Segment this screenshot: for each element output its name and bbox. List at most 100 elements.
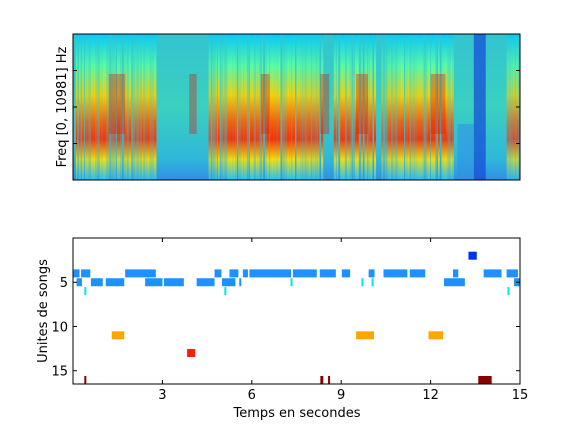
spectrogram-column xyxy=(414,34,419,180)
spectrogram-column xyxy=(278,34,281,180)
spectrogram-column xyxy=(434,34,437,180)
spectrogram-column xyxy=(352,34,355,180)
spectrogram-column xyxy=(302,34,306,180)
spectrogram-column xyxy=(400,34,405,180)
spectrogram-column xyxy=(249,34,254,180)
units-frame xyxy=(72,237,521,385)
spectrogram-column xyxy=(246,34,250,180)
unit-segment xyxy=(84,376,87,384)
spectrogram-column xyxy=(141,34,144,180)
spectrogram-energy xyxy=(356,74,369,134)
spectrogram-energy xyxy=(189,74,197,134)
spectrogram-column xyxy=(407,34,411,180)
unit-segment xyxy=(356,331,374,340)
spectrogram-column xyxy=(381,34,384,180)
spectrogram-column xyxy=(233,34,235,180)
unit-segment xyxy=(409,269,426,278)
spectrogram-column xyxy=(235,34,238,180)
spectrogram-column xyxy=(305,34,311,180)
spectrogram-column xyxy=(360,34,364,180)
spectrogram-column xyxy=(144,34,149,180)
spectrogram-column xyxy=(317,34,320,180)
unit-segment xyxy=(371,278,374,287)
spectrogram-column xyxy=(132,34,136,180)
unit-segment xyxy=(196,278,215,287)
spectrogram-column xyxy=(271,34,277,180)
spectrogram-column xyxy=(314,34,319,180)
spectrogram-column xyxy=(392,34,396,180)
units-plot-background xyxy=(73,238,520,384)
unit-segment xyxy=(249,269,292,278)
unit-segment xyxy=(81,269,91,278)
x-tick-label: 9 xyxy=(337,388,345,403)
spectrogram-column xyxy=(437,34,440,180)
spectrogram-column xyxy=(430,34,435,180)
unit-segment xyxy=(242,269,248,278)
spectrogram-column xyxy=(150,34,156,180)
unit-segment xyxy=(319,269,336,278)
spectrogram-column xyxy=(212,34,217,180)
spectrogram-energy xyxy=(260,74,270,134)
unit-segment xyxy=(507,287,510,296)
unit-segment xyxy=(428,331,444,340)
spectrogram-column xyxy=(154,34,157,180)
spectrogram-column xyxy=(441,34,446,180)
spectrogram-column xyxy=(252,34,257,180)
spectrogram-ylabel: Freq [0, 10981] Hz xyxy=(55,46,70,167)
spectrogram-column xyxy=(230,34,236,180)
spectrogram-low-band xyxy=(457,124,474,180)
spectrogram-column xyxy=(218,34,220,180)
spectrogram-column xyxy=(506,34,511,180)
spectrogram-column xyxy=(290,34,295,180)
unit-segment xyxy=(468,251,477,260)
spectrogram-column xyxy=(340,34,345,180)
spectrogram-column xyxy=(147,34,151,180)
spectrogram-column xyxy=(346,34,351,180)
units-panel: 3 6 9 12 15 5 10 15 Temps en secondes Unites de… xyxy=(36,237,529,421)
spectrogram-column xyxy=(357,34,360,180)
spectrogram-column xyxy=(138,34,141,180)
spectrogram-column xyxy=(410,34,415,180)
x-tick-label: 3 xyxy=(158,388,166,403)
spectrogram-column xyxy=(292,34,296,180)
spectrogram-column xyxy=(238,34,243,180)
spectrogram-column xyxy=(255,34,260,180)
spectrogram-column xyxy=(284,34,290,180)
spectrogram-column xyxy=(390,34,396,180)
spectrogram-column xyxy=(397,34,403,180)
unit-segment xyxy=(383,269,408,278)
spectrogram-column xyxy=(116,34,121,180)
spectrogram-column xyxy=(215,34,218,180)
spectrogram-column xyxy=(395,34,398,180)
spectrogram-column xyxy=(220,34,225,180)
unit-segment xyxy=(341,269,351,278)
spectrogram-column xyxy=(88,34,93,180)
units-xlabel: Temps en secondes xyxy=(232,406,360,421)
spectrogram-column xyxy=(321,34,324,180)
spectrogram-column xyxy=(85,34,89,180)
y-tick-label: 10 xyxy=(51,320,68,335)
x-tick-label: 15 xyxy=(512,388,529,403)
spectrogram-column xyxy=(444,34,448,180)
spectrogram-column xyxy=(427,34,431,180)
spectrogram-column xyxy=(110,34,114,180)
unit-segment xyxy=(452,269,459,278)
y-tick-label: 5 xyxy=(60,276,68,291)
unit-segment xyxy=(224,287,227,296)
spectrogram-column xyxy=(281,34,285,180)
spectrogram-column xyxy=(120,34,123,180)
spectrogram-column xyxy=(384,34,387,180)
spectrogram-column xyxy=(364,34,368,180)
spectrogram-column xyxy=(81,34,85,180)
spectrogram-column xyxy=(123,34,127,180)
spectrogram-column xyxy=(374,34,377,180)
unit-segment xyxy=(125,269,156,278)
spectrogram-column xyxy=(93,34,98,180)
unit-segment xyxy=(483,269,502,278)
spectrogram-column xyxy=(91,34,96,180)
spectrogram-column xyxy=(96,34,102,180)
unit-segment xyxy=(84,287,87,296)
spectrogram-energy xyxy=(320,74,330,134)
unit-segment xyxy=(105,278,125,287)
spectrogram-column xyxy=(243,34,247,180)
